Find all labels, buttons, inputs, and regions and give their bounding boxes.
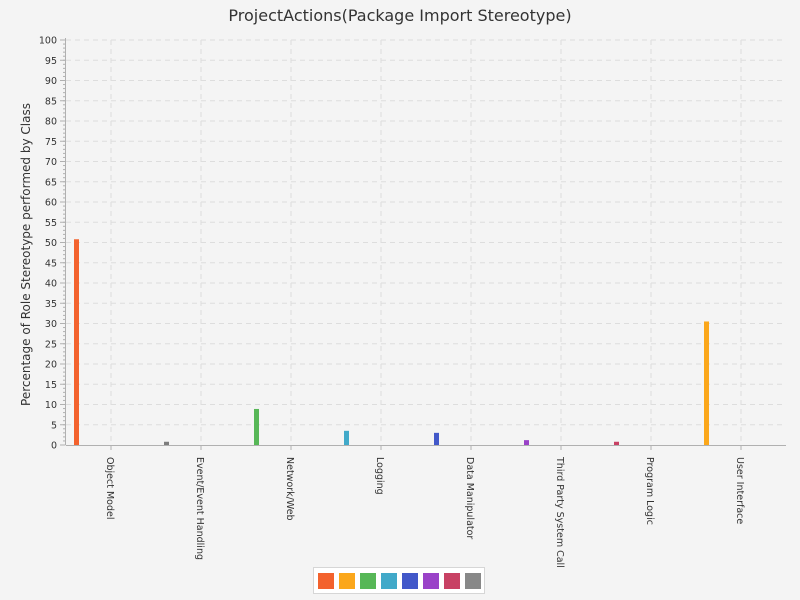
y-tick-label: 95 [45,56,57,67]
bar [434,432,439,445]
x-category-label: Data Manipulator [464,457,475,539]
bar [704,321,709,445]
bar [74,239,79,445]
x-category-label: Logging [374,457,385,495]
y-tick-label: 10 [45,400,57,411]
y-tick-label: 50 [45,238,57,249]
y-tick-label: 90 [45,76,57,87]
y-tick-label: 80 [45,117,57,128]
x-category-label: User Interface [734,457,745,524]
bar [164,441,169,445]
y-tick-label: 100 [39,36,57,47]
legend-swatch [423,572,439,589]
x-category-label: Event/Event Handling [194,457,205,560]
legend-swatch [360,572,376,589]
y-axis-label: Percentage of Role Stereotype performed … [19,103,33,406]
y-tick-label: 0 [51,441,57,452]
chart-title: ProjectActions(Package Import Stereotype… [228,6,572,25]
y-tick-label: 30 [45,319,57,330]
x-category-label: Program Logic [644,457,655,525]
x-category-label: Third Party System Call [554,456,565,568]
legend-swatch [339,572,355,589]
y-tick-label: 75 [45,137,57,148]
legend-swatch [381,572,397,589]
y-tick-label: 65 [45,177,57,188]
legend-swatch [402,572,418,589]
y-tick-label: 40 [45,279,57,290]
legend-swatch [444,572,460,589]
x-category-label: Object Model [104,457,115,519]
legend-swatch [465,572,481,589]
y-tick-label: 15 [45,380,57,391]
chart-legend [313,567,485,594]
y-tick-label: 85 [45,96,57,107]
y-tick-label: 45 [45,258,57,269]
bar [524,440,529,445]
y-tick-label: 55 [45,218,57,229]
bar [614,441,619,445]
y-tick-label: 25 [45,339,57,350]
y-tick-label: 35 [45,299,57,310]
x-category-label: Network/Web [284,457,295,521]
legend-swatch [318,572,334,589]
bar [254,408,259,445]
bar [344,430,349,445]
y-tick-label: 5 [51,420,57,431]
y-tick-label: 70 [45,157,57,168]
y-tick-label: 20 [45,360,57,371]
y-tick-label: 60 [45,198,57,209]
